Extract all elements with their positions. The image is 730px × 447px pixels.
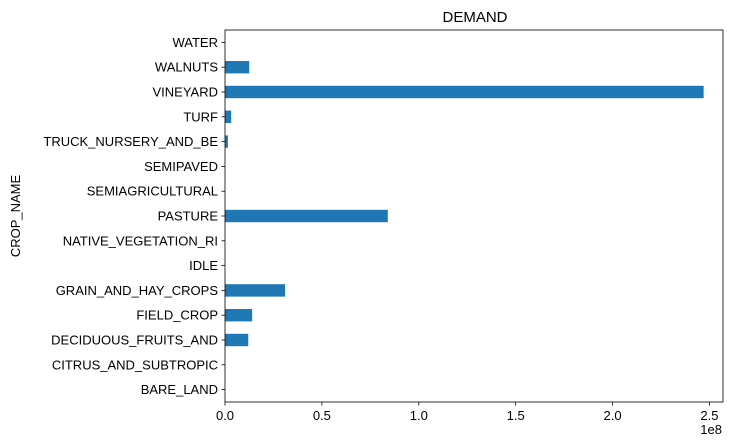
x-tick-label: 0.0 xyxy=(216,408,234,423)
y-tick-label: PASTURE xyxy=(158,209,219,224)
y-tick-label: IDLE xyxy=(189,258,218,273)
y-tick-label: SEMIPAVED xyxy=(144,159,218,174)
y-tick-label: WALNUTS xyxy=(155,60,218,75)
chart-title: DEMAND xyxy=(442,9,507,26)
x-tick-label: 0.5 xyxy=(313,408,331,423)
y-tick-label: VINEYARD xyxy=(153,85,219,100)
y-tick-label: NATIVE_VEGETATION_RI xyxy=(63,233,218,248)
y-tick-label: GRAIN_AND_HAY_CROPS xyxy=(56,283,219,298)
y-tick-label: TRUCK_NURSERY_AND_BE xyxy=(43,134,218,149)
y-tick-label: DECIDUOUS_FRUITS_AND xyxy=(51,333,218,348)
bar-vineyard xyxy=(225,85,704,99)
bar-deciduous-fruits-and xyxy=(225,333,249,347)
bar-field-crop xyxy=(225,309,253,322)
bar-walnuts xyxy=(225,61,250,74)
y-tick-label: FIELD_CROP xyxy=(136,308,218,323)
x-tick-label: 1.5 xyxy=(507,408,525,423)
bar-turf xyxy=(225,110,232,123)
y-tick-label: WATER xyxy=(173,35,219,50)
y-ticks-group: BARE_LAND CITRUS_AND_SUBTROPIC DECIDUOUS_F… xyxy=(43,35,225,397)
x-tick-label: 2.0 xyxy=(604,408,622,423)
bars-group xyxy=(225,61,704,347)
bar-grain-and-hay-crops xyxy=(225,284,286,297)
plot-frame xyxy=(224,29,724,403)
x-ticks-group: 0.0 0.5 1.0 1.5 2.0 2.5 xyxy=(216,402,718,423)
y-tick-label: TURF xyxy=(183,109,218,124)
x-tick-label: 2.5 xyxy=(700,408,718,423)
y-tick-label: CITRUS_AND_SUBTROPIC xyxy=(52,357,218,372)
y-tick-label: BARE_LAND xyxy=(141,382,218,397)
x-tick-label: 1.0 xyxy=(410,408,428,423)
y-tick-label: SEMIAGRICULTURAL xyxy=(87,184,218,199)
x-offset-label: 1e8 xyxy=(700,422,722,437)
y-axis-label: CROP_NAME xyxy=(8,175,23,258)
bar-truck-nursery-and-be xyxy=(225,135,228,148)
bar-pasture xyxy=(225,209,388,223)
